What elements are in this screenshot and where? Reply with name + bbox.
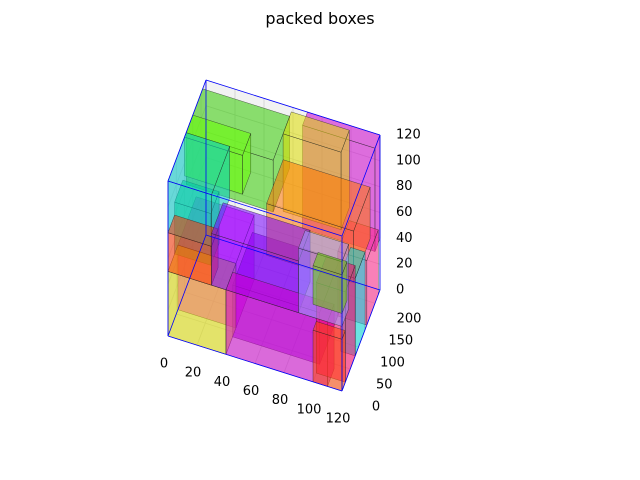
z-tick-label: 60 — [396, 205, 413, 220]
packed-box — [312, 321, 346, 392]
z-tick-label: 100 — [396, 153, 421, 168]
container-frame — [167, 79, 381, 392]
x-tick-label: 20 — [185, 366, 202, 381]
y-tick-label: 150 — [388, 334, 413, 349]
box-face-top — [312, 252, 348, 276]
x-tick-label: 80 — [272, 393, 289, 408]
z-tick-label: 20 — [396, 257, 413, 272]
y-tick-label: 50 — [376, 378, 393, 393]
container-edge — [167, 234, 207, 337]
z-tick-label: 80 — [396, 179, 413, 194]
box-face-top — [211, 202, 311, 262]
x-tick-label: 40 — [214, 375, 231, 390]
box-face-side — [341, 330, 346, 392]
container-edge — [167, 335, 343, 392]
box-face-top — [266, 159, 371, 232]
container-edge — [205, 234, 381, 291]
packed-box — [312, 252, 348, 314]
x-tick-label: 0 — [160, 357, 168, 372]
x-tick-label: 100 — [297, 402, 322, 417]
z-tick-label: 0 — [396, 283, 404, 298]
box-face-front — [312, 329, 343, 392]
box-face-top — [282, 111, 350, 153]
z-tick-label: 120 — [396, 128, 421, 143]
y-tick-label: 100 — [380, 356, 405, 371]
z-tick-label: 40 — [396, 231, 413, 246]
container-edge — [167, 180, 343, 237]
y-tick-label: 0 — [372, 400, 380, 415]
chart-title: packed boxes — [265, 9, 374, 28]
x-tick-label: 120 — [326, 412, 351, 427]
y-tick-label: 200 — [397, 312, 422, 327]
box-face-top — [312, 321, 346, 340]
container-edge — [205, 79, 381, 136]
container-edge — [167, 79, 207, 182]
tick-labels: 0 20 40 60 80 100 120 0 50 100 150 200 0 20 40 60 80 100 1… — [160, 128, 422, 427]
x-tick-label: 60 — [243, 384, 260, 399]
container-edge — [341, 134, 381, 237]
container-edge — [341, 289, 381, 392]
